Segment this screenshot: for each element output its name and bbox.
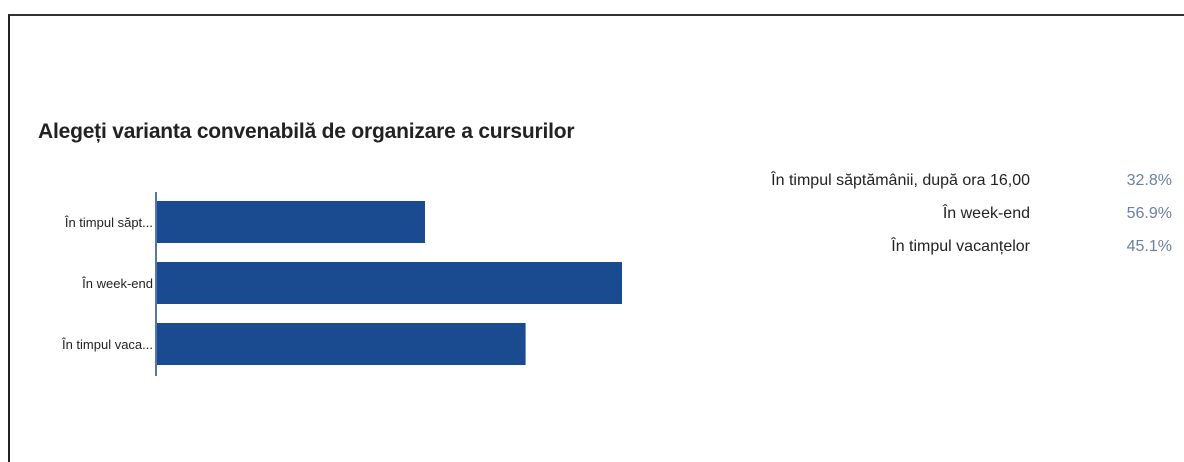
- value-row-percent: 45.1%: [1126, 238, 1172, 255]
- bar-1: [157, 201, 425, 243]
- chart-title: Alegeți varianta convenabilă de organiza…: [38, 120, 575, 143]
- bar-2: [157, 262, 622, 304]
- value-row: În timpul săptămânii, după ora 16,00 32.…: [640, 172, 1180, 205]
- value-row-percent: 56.9%: [1126, 205, 1172, 222]
- value-row-label: În timpul săptămânii, după ora 16,00: [771, 172, 1030, 189]
- chart-frame: [8, 14, 1184, 462]
- value-table: În timpul săptămânii, după ora 16,00 32.…: [640, 172, 1180, 271]
- category-label: În timpul săpt...: [64, 215, 153, 230]
- category-label: În timpul vaca...: [61, 337, 153, 352]
- value-row-label: În timpul vacanțelor: [891, 238, 1030, 255]
- bar-3: [157, 323, 526, 365]
- category-label: În week-end: [81, 276, 153, 291]
- value-row: În timpul vacanțelor 45.1%: [640, 238, 1180, 271]
- value-row: În week-end 56.9%: [640, 205, 1180, 238]
- value-row-label: În week-end: [942, 205, 1030, 222]
- category-labels-group: În timpul săpt... În week-end În timpul va…: [61, 215, 153, 352]
- bars-group: [157, 201, 622, 365]
- value-row-percent: 32.8%: [1126, 172, 1172, 189]
